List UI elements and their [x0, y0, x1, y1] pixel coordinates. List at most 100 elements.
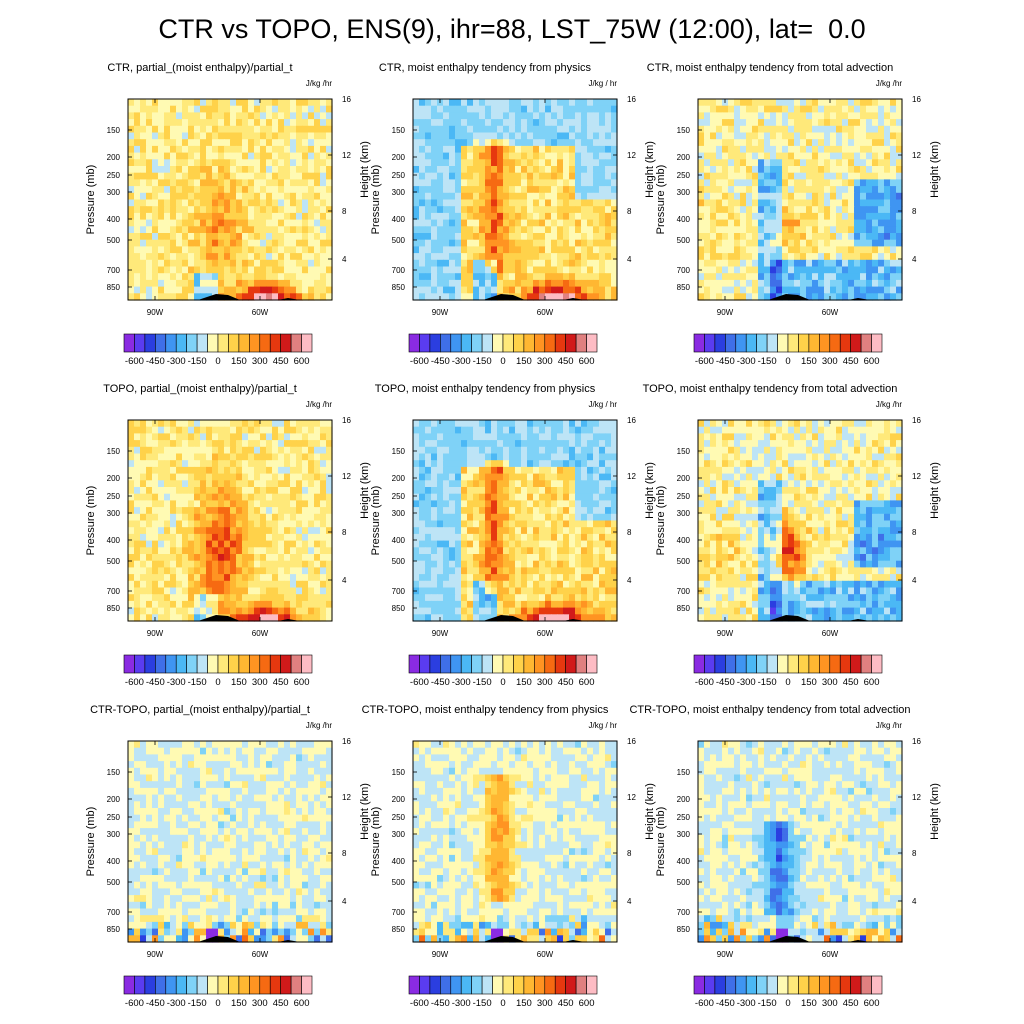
heatmap-cell: [479, 253, 486, 261]
heatmap-cell: [533, 179, 540, 187]
heatmap-cell: [272, 139, 279, 147]
heatmap-cell: [290, 99, 297, 107]
heatmap-cell: [455, 513, 462, 522]
heatmap-cell: [521, 172, 528, 180]
y-axis-title-left: Pressure (mb): [85, 165, 97, 235]
heatmap-cell: [485, 273, 492, 281]
heatmap-cell: [491, 253, 498, 261]
heatmap-cell: [515, 273, 522, 281]
heatmap-cell: [812, 112, 819, 120]
heatmap-cell: [290, 480, 297, 488]
heatmap-cell: [521, 487, 528, 495]
heatmap-cell: [569, 159, 576, 167]
heatmap-cell: [266, 507, 273, 515]
heatmap-cell: [491, 466, 498, 475]
heatmap-cell: [128, 99, 135, 107]
heatmap-cell: [218, 420, 225, 428]
panel-title: CTR, partial_(moist enthalpy)/partial_t: [107, 62, 293, 74]
heatmap-cell: [206, 233, 213, 241]
heatmap-cell: [236, 533, 243, 542]
heatmap-cell: [437, 493, 444, 501]
heatmap-cell: [134, 125, 141, 134]
heatmap-cell: [290, 166, 297, 174]
heatmap-cell: [194, 152, 201, 160]
heatmap-cell: [302, 132, 309, 140]
heatmap-cell: [818, 226, 825, 234]
heatmap-cell: [860, 159, 867, 167]
heatmap-cell: [254, 99, 261, 107]
heatmap-cell: [431, 273, 438, 281]
heatmap-cell: [248, 574, 255, 582]
heatmap-cell: [128, 513, 135, 522]
heatmap-cell: [194, 473, 201, 481]
heatmap-cell: [326, 420, 333, 428]
heatmap-cell: [527, 172, 534, 180]
heatmap-cell: [539, 99, 546, 107]
heatmap-cell: [290, 152, 297, 160]
heatmap-cell: [551, 453, 558, 461]
heatmap-cell: [290, 493, 297, 501]
heatmap-cell: [866, 179, 873, 187]
heatmap-cell: [419, 186, 426, 194]
heatmap-cell: [326, 560, 333, 568]
heatmap-cell: [314, 233, 321, 241]
heatmap-cell: [176, 446, 183, 455]
heatmap-cell: [557, 119, 564, 127]
heatmap-cell: [734, 212, 741, 221]
heatmap-cell: [557, 152, 564, 160]
heatmap-cell: [866, 159, 873, 167]
heatmap-cell: [581, 520, 588, 528]
heatmap-cell: [308, 487, 315, 495]
heatmap-cell: [497, 453, 504, 461]
heatmap-cell: [218, 426, 225, 434]
heatmap-cell: [236, 614, 243, 622]
lon-tick-label: 60W: [252, 308, 269, 317]
colorbar-label: 150: [801, 356, 817, 367]
heatmap-cell: [188, 574, 195, 582]
heatmap-cell: [563, 500, 570, 508]
heatmap-cell: [308, 286, 315, 294]
heatmap-cell: [272, 233, 279, 241]
heatmap-cell: [314, 567, 321, 575]
heatmap-cell: [575, 440, 582, 448]
heatmap-cell: [182, 513, 189, 522]
heatmap-cell: [278, 426, 285, 434]
heatmap-cell: [182, 607, 189, 615]
heatmap-cell: [212, 473, 219, 481]
heatmap-cell: [479, 466, 486, 475]
heatmap-cell: [182, 246, 189, 254]
heatmap-cell: [194, 547, 201, 555]
heatmap-cell: [788, 119, 795, 127]
heatmap-cell: [290, 119, 297, 127]
heatmap-cell: [533, 473, 540, 481]
heatmap-cell: [182, 554, 189, 562]
heatmap-cell: [830, 172, 837, 180]
heatmap-cell: [146, 554, 153, 562]
heatmap-cell: [878, 112, 885, 120]
heatmap-cell: [176, 527, 183, 535]
heatmap-cell: [152, 186, 159, 194]
heatmap-cell: [212, 574, 219, 582]
heatmap-cell: [764, 239, 771, 247]
heatmap-cell: [527, 132, 534, 140]
heatmap-cell: [557, 473, 564, 481]
heatmap-cell: [722, 219, 729, 227]
heatmap-cell: [419, 420, 426, 428]
heatmap-cell: [260, 487, 267, 495]
heatmap-cell: [557, 192, 564, 201]
heatmap-cell: [527, 453, 534, 461]
heatmap-cell: [533, 125, 540, 134]
heatmap-cell: [134, 420, 141, 428]
heatmap-cell: [248, 513, 255, 522]
heatmap-cell: [605, 192, 612, 201]
heatmap-cell: [242, 513, 249, 522]
heatmap-cell: [254, 540, 261, 548]
heatmap-cell: [431, 206, 438, 214]
heatmap-cell: [254, 145, 261, 154]
heatmap-cell: [194, 560, 201, 568]
heatmap-cell: [266, 112, 273, 120]
heatmap-cell: [770, 105, 777, 113]
heatmap-cell: [170, 273, 177, 281]
heatmap-cell: [326, 152, 333, 160]
heatmap-cell: [878, 266, 885, 274]
